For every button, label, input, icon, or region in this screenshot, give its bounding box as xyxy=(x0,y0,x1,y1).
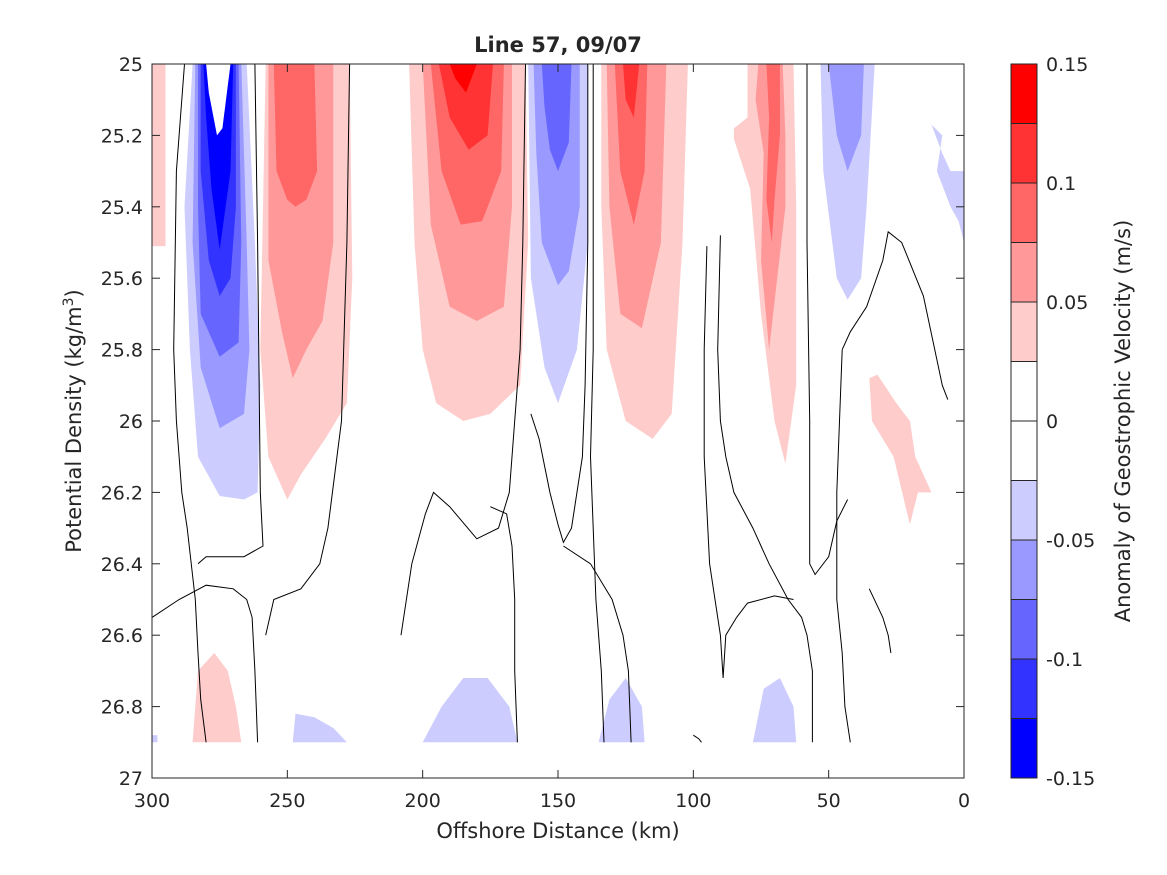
contour-fill-region xyxy=(152,64,166,247)
chart-title: Line 57, 09/07 xyxy=(474,33,642,57)
y-tick-label: 26.4 xyxy=(101,554,143,576)
y-tick-label: 26 xyxy=(119,411,143,433)
colorbar-swatch xyxy=(1011,659,1037,719)
colorbar-swatch xyxy=(1011,540,1037,600)
zero-contour-line xyxy=(589,64,605,743)
colorbar-swatch xyxy=(1011,480,1037,540)
contour-fill-region xyxy=(422,678,518,743)
zero-contour-line xyxy=(490,506,518,743)
colorbar-swatch xyxy=(1011,599,1037,659)
contour-fill-region xyxy=(828,64,864,172)
zero-contours xyxy=(151,63,949,743)
contour-fill-region xyxy=(273,64,318,207)
zero-contour-line xyxy=(703,246,794,679)
colorbar-tick-label: -0.1 xyxy=(1046,649,1083,671)
x-axis-label: Offshore Distance (km) xyxy=(436,819,679,843)
filled-contours xyxy=(152,64,964,743)
contour-fill-region xyxy=(203,64,234,250)
colorbar-ticks: 0.15 0.1 0.05 0 -0.05 -0.1 -0.15 xyxy=(1011,54,1095,790)
x-tick-label: 50 xyxy=(817,790,841,812)
x-tick-label: 200 xyxy=(405,790,441,812)
y-axis-label: Potential Density (kg/m3) xyxy=(61,289,86,553)
zero-contour-line xyxy=(868,588,892,654)
colorbar-swatch xyxy=(1011,421,1037,481)
y-axis-label-main: Potential Density (kg/m xyxy=(62,306,86,552)
zero-contour-line xyxy=(836,349,851,743)
y-tick-label: 26.8 xyxy=(101,697,143,719)
y-tick-label: 25 xyxy=(119,54,143,76)
x-tick-label: 150 xyxy=(540,790,576,812)
contour-fill-region xyxy=(438,64,493,150)
y-tick-label: 26.6 xyxy=(101,625,143,647)
y-tick-label: 26.2 xyxy=(101,482,143,504)
contour-fill-region xyxy=(598,678,645,743)
zero-contour-line xyxy=(841,230,949,400)
contour-fill-region xyxy=(931,124,964,243)
y-axis-label-end: ) xyxy=(62,289,86,297)
zero-contour-line xyxy=(717,235,813,743)
x-tick-label: 0 xyxy=(958,790,970,812)
contour-fill-region xyxy=(752,678,797,743)
contour-fill-region xyxy=(449,64,477,93)
y-tick-label: 27 xyxy=(119,768,143,790)
colorbar-label: Anomaly of Geostrophic Velocity (m/s) xyxy=(1111,220,1135,623)
zero-contour-line xyxy=(265,63,351,636)
colorbar-tick-label: 0.1 xyxy=(1046,173,1076,195)
colorbar-swatch xyxy=(1011,183,1037,243)
zero-contour-line xyxy=(563,545,632,743)
contour-fill-region xyxy=(152,735,158,743)
y-axis: 25 25.2 25.4 25.6 25.8 26 26.2 26.4 26.6 26.8 27 xyxy=(101,54,964,790)
zero-contour-line xyxy=(530,64,589,544)
plot-area xyxy=(151,63,965,779)
contour-fill-region xyxy=(623,64,640,118)
colorbar-swatch xyxy=(1011,242,1037,302)
colorbar-tick-label: 0 xyxy=(1046,411,1058,433)
y-tick-label: 25.6 xyxy=(101,268,143,290)
zero-contour-line xyxy=(806,64,849,576)
contour-fill-region xyxy=(541,64,572,172)
y-tick-label: 25.8 xyxy=(101,340,143,362)
colorbar-swatch xyxy=(1011,123,1037,183)
y-tick-label: 25.2 xyxy=(101,125,143,147)
y-axis-label-superscript: 3 xyxy=(61,297,77,306)
colorbar-swatches xyxy=(1011,64,1037,778)
contour-fill-region xyxy=(869,374,932,525)
contour-fill-region xyxy=(192,653,242,743)
x-tick-label: 100 xyxy=(675,790,711,812)
zero-contour-line xyxy=(400,63,526,636)
x-axis: 300 250 200 150 100 50 0 xyxy=(134,64,970,812)
colorbar-swatch xyxy=(1011,302,1037,362)
contour-fill-region xyxy=(292,713,347,743)
y-tick-label: 25.4 xyxy=(101,197,143,219)
zero-contour-line xyxy=(151,584,259,743)
colorbar-tick-label: -0.05 xyxy=(1046,530,1095,552)
x-tick-label: 300 xyxy=(134,790,170,812)
colorbar-swatch xyxy=(1011,718,1037,778)
colorbar: 0.15 0.1 0.05 0 -0.05 -0.1 -0.15 xyxy=(1010,54,1095,790)
zero-contour-line xyxy=(197,63,264,565)
colorbar-tick-label: -0.15 xyxy=(1046,768,1095,790)
contour-fill-region xyxy=(766,64,780,243)
contour-fill-region xyxy=(206,64,231,136)
colorbar-swatch xyxy=(1011,361,1037,421)
zero-contour-line xyxy=(173,63,207,743)
zero-contour-line xyxy=(693,734,702,743)
colorbar-swatch xyxy=(1011,64,1037,124)
x-tick-label: 250 xyxy=(269,790,305,812)
colorbar-tick-label: 0.05 xyxy=(1046,292,1088,314)
colorbar-tick-label: 0.15 xyxy=(1046,54,1088,76)
contour-fill-region xyxy=(614,64,648,225)
